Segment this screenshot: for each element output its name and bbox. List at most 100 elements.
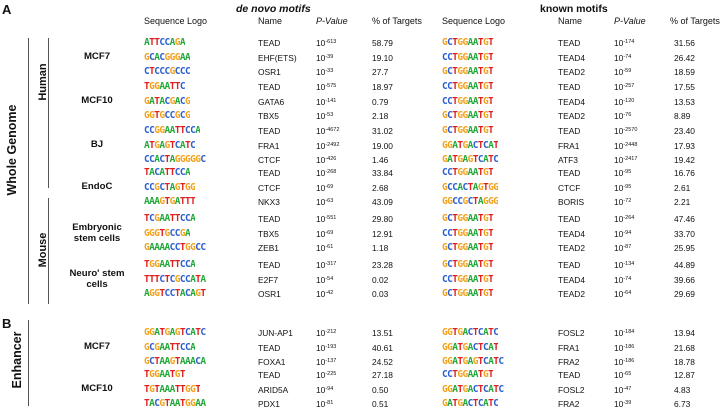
denovo-motif-logo: GGGTGCCGA	[144, 229, 190, 239]
logo-base: C	[483, 357, 489, 367]
denovo-motif-targets: 0.50	[372, 384, 389, 395]
logo-base: T	[488, 38, 494, 48]
logo-base: T	[159, 289, 165, 299]
logo-base: T	[154, 96, 160, 107]
logo-base: T	[457, 342, 463, 353]
denovo-motif-name: TBX5	[258, 228, 279, 239]
known-motif-targets: 13.94	[674, 328, 695, 338]
logo-base: T	[452, 168, 458, 178]
logo-base: C	[179, 111, 186, 121]
logo-base: C	[447, 370, 453, 380]
logo-base: C	[447, 38, 453, 48]
logo-base: G	[467, 155, 474, 165]
denovo-motif-name: FRA1	[258, 140, 280, 151]
logo-base: G	[447, 140, 453, 151]
logo-base: T	[488, 214, 494, 224]
known-motif-logo: GCTGGAATGT	[442, 126, 493, 136]
logo-base: G	[154, 228, 160, 239]
logo-base: T	[488, 328, 494, 338]
logo-base: T	[477, 126, 484, 136]
logo-base: T	[488, 52, 494, 63]
logo-base: G	[169, 357, 176, 367]
header-denovo-logo: Sequence Logo	[144, 16, 208, 26]
logo-base: A	[472, 82, 479, 92]
logo-base: C	[164, 67, 171, 77]
logo-base: C	[144, 182, 150, 193]
logo-base: G	[442, 357, 448, 367]
logo-base: G	[144, 243, 150, 253]
logo-base: T	[452, 228, 458, 239]
known-motif-pvalue: 10-134	[614, 260, 635, 270]
logo-base: G	[190, 384, 196, 395]
logo-base: C	[457, 197, 463, 207]
logo-base: A	[159, 82, 165, 92]
known-motif-logo: CCTGGAATGT	[442, 275, 493, 285]
logo-base: G	[442, 126, 448, 136]
logo-base: A	[164, 243, 171, 253]
logo-base: T	[144, 82, 150, 92]
logo-base: C	[447, 182, 453, 193]
denovo-motif-pvalue: 10-2492	[316, 140, 340, 151]
logo-base: T	[452, 52, 458, 63]
denovo-motif-logo: GGTGCCGCG	[144, 111, 190, 121]
logo-base: C	[442, 96, 448, 107]
logo-base: T	[488, 399, 494, 409]
denovo-motif-targets: 2.68	[372, 182, 389, 193]
logo-base: G	[457, 274, 463, 285]
known-motif-targets: 39.66	[674, 274, 695, 285]
denovo-motif-targets: 1.46	[372, 155, 389, 165]
logo-base: A	[149, 243, 155, 253]
logo-base: A	[185, 168, 191, 178]
logo-base: G	[190, 243, 196, 253]
logo-base: C	[185, 328, 191, 338]
known-motif-pvalue: 10-87	[614, 243, 632, 253]
logo-base: G	[144, 357, 150, 367]
logo-base: G	[483, 260, 489, 270]
known-motif-logo: CCTGGAATGT	[442, 82, 493, 92]
sample-label: MCF10	[81, 95, 113, 106]
denovo-motif-pvalue: 10-39	[316, 52, 334, 63]
logo-base: T	[195, 274, 201, 285]
logo-base: G	[462, 260, 469, 270]
logo-base: G	[442, 155, 448, 165]
logo-base: G	[442, 197, 448, 207]
logo-base: T	[452, 243, 458, 253]
logo-base: A	[467, 140, 474, 151]
denovo-motif-name: FOXA1	[258, 357, 286, 367]
logo-base: T	[472, 197, 479, 207]
denovo-motif-logo: TGGAATTCCA	[144, 260, 195, 270]
logo-base: T	[452, 96, 458, 107]
denovo-motif-name: ZEB1	[258, 243, 279, 253]
denovo-motif-pvalue: 10-81	[316, 399, 334, 409]
known-motif-pvalue: 10-186	[614, 357, 635, 367]
known-motif-pvalue: 10-65	[614, 370, 632, 380]
logo-base: C	[169, 228, 176, 239]
denovo-motif-name: PDX1	[258, 399, 280, 409]
logo-base: C	[149, 155, 155, 165]
logo-base: A	[164, 126, 171, 136]
known-motif-name: FRA1	[558, 342, 580, 353]
logo-base: C	[442, 228, 448, 239]
logo-base: G	[185, 243, 191, 253]
denovo-motif-name: NKX3	[258, 197, 280, 207]
logo-base: T	[472, 328, 479, 338]
known-motif-logo: GCTGGAATGT	[442, 214, 493, 224]
logo-base: A	[200, 357, 206, 367]
logo-base: C	[179, 342, 186, 353]
denovo-motif-name: CTCF	[258, 155, 281, 165]
logo-base: C	[159, 38, 165, 48]
logo-base: A	[164, 370, 171, 380]
logo-base: G	[190, 155, 196, 165]
logo-base: T	[174, 82, 181, 92]
logo-base: A	[169, 328, 176, 338]
logo-base: G	[190, 399, 196, 409]
logo-base: T	[477, 289, 484, 299]
logo-base: C	[447, 67, 453, 77]
denovo-motif-logo: TACGTAATGGAA	[144, 399, 206, 409]
logo-base: T	[154, 38, 160, 48]
logo-base: A	[472, 126, 479, 136]
known-motif-targets: 16.76	[674, 168, 695, 178]
logo-base: G	[483, 197, 489, 207]
logo-base: T	[488, 243, 494, 253]
logo-base: G	[447, 357, 453, 367]
